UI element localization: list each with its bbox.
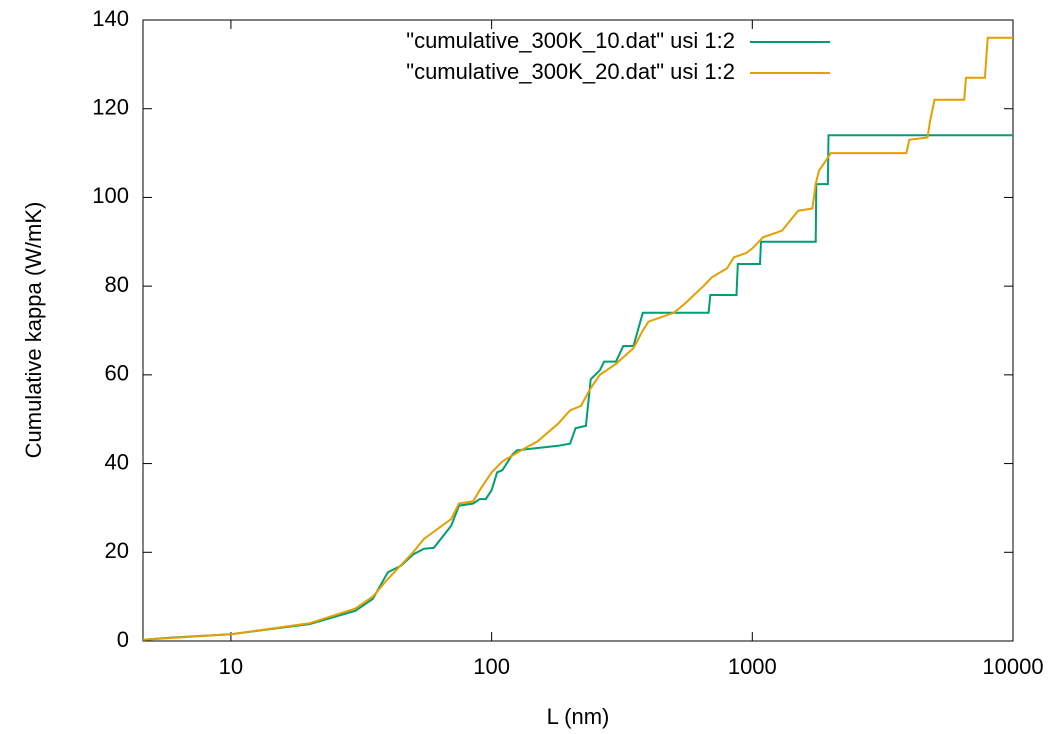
y-tick-label: 20 [105, 538, 129, 563]
x-tick-label: 1000 [728, 654, 777, 679]
plot-frame [142, 19, 1014, 642]
y-tick-label: 140 [92, 6, 129, 31]
x-tick-label: 10 [219, 654, 243, 679]
y-tick-label: 0 [117, 627, 129, 652]
series-line [142, 134, 1013, 641]
y-tick-label: 80 [105, 272, 129, 297]
y-tick-label: 120 [92, 95, 129, 120]
legend-label: "cumulative_300K_10.dat" usi 1:2 [406, 28, 735, 53]
y-axis-label: Cumulative kappa (W/mK) [21, 202, 46, 459]
y-tick-label: 60 [105, 361, 129, 386]
legend-label: "cumulative_300K_20.dat" usi 1:2 [406, 59, 735, 84]
x-tick-label: 100 [473, 654, 510, 679]
series-line [142, 36, 1013, 641]
y-tick-label: 100 [92, 183, 129, 208]
x-tick-label: 10000 [982, 654, 1043, 679]
x-axis-label: L (nm) [547, 704, 610, 729]
y-tick-label: 40 [105, 449, 129, 474]
